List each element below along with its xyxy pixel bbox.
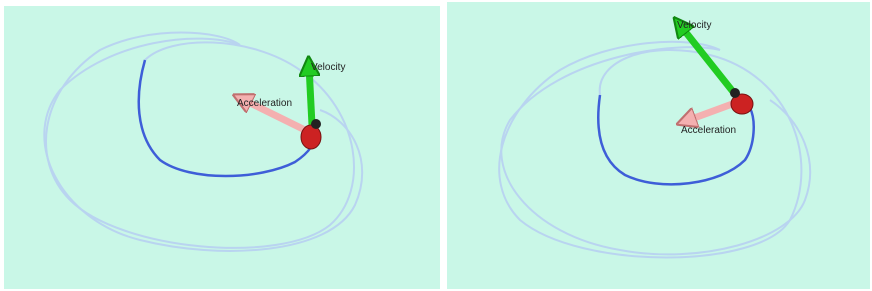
velocity-label: Velocity	[311, 62, 345, 73]
velocity-arrow	[309, 66, 312, 125]
ladybug-head	[311, 119, 321, 129]
acceleration-label: Acceleration	[681, 125, 736, 136]
play-area	[4, 6, 440, 289]
ladybug-head	[730, 88, 740, 98]
right-panel: Velocity Acceleration	[447, 2, 870, 289]
velocity-label: Velocity	[677, 20, 711, 31]
ladybug-body	[301, 125, 321, 149]
acceleration-label: Acceleration	[237, 98, 292, 109]
screenshot: Velocity Acceleration Velocity Accelerat…	[0, 0, 872, 291]
left-panel: Velocity Acceleration	[4, 6, 440, 289]
page: Velocity Acceleration Velocity Accelerat…	[0, 0, 872, 291]
